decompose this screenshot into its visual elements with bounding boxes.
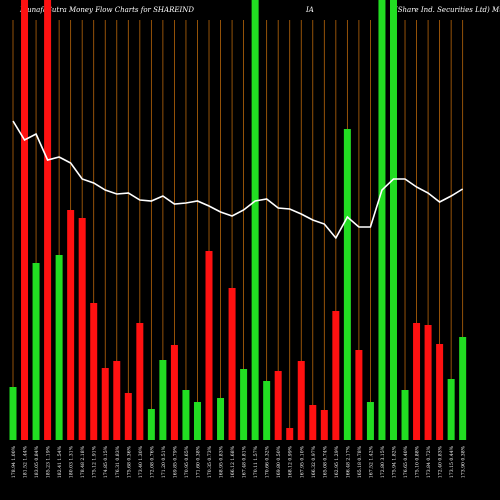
x-tick-label: 171.20 0.51% xyxy=(161,445,167,478)
x-tick-label: 183.05 0.84% xyxy=(34,445,40,478)
x-tick-label: 176.65 0.40% xyxy=(403,445,409,478)
x-tick-label: 178.94 1.00% xyxy=(11,445,17,478)
bar xyxy=(263,381,271,440)
bar xyxy=(21,0,29,440)
x-tick-label: 168.12 0.99% xyxy=(288,445,294,478)
bar xyxy=(332,311,340,440)
chart-title: MunafaSutra Money Flow Charts for SHAREI… xyxy=(19,6,194,14)
x-tick-label: 173.40 1.30% xyxy=(138,445,144,478)
x-tick-label: 175.68 0.36% xyxy=(126,445,132,478)
bar xyxy=(297,361,305,440)
bar xyxy=(44,0,52,440)
x-tick-label: 162.95 1.29% xyxy=(334,445,340,478)
bar xyxy=(101,368,109,440)
x-tick-label: 166.12 1.68% xyxy=(230,445,236,478)
bar xyxy=(32,263,40,440)
x-tick-label: 168.95 0.83% xyxy=(219,445,225,478)
x-tick-label: 169.85 0.79% xyxy=(172,445,178,478)
bar xyxy=(401,390,409,440)
bar xyxy=(170,345,178,440)
bar xyxy=(378,0,386,440)
bar xyxy=(9,387,17,440)
bar xyxy=(159,360,167,440)
x-tick-label: 175.12 1.91% xyxy=(92,445,98,478)
bar xyxy=(459,337,467,440)
money-flow-line xyxy=(12,120,464,240)
x-tick-label: 176.31 0.83% xyxy=(115,445,121,478)
bar xyxy=(424,325,432,440)
x-tick-label: 175.10 0.88% xyxy=(415,445,421,478)
bar xyxy=(447,379,455,440)
x-tick-label: 171.60 0.38% xyxy=(195,445,201,478)
bar xyxy=(78,218,86,440)
bar xyxy=(436,344,444,440)
bar xyxy=(193,402,201,440)
x-tick-label: 172.40 0.83% xyxy=(438,445,444,478)
x-tick-label: 173.90 0.38% xyxy=(461,445,467,478)
bar xyxy=(343,129,351,440)
x-tick-label: 169.80 0.50% xyxy=(276,445,282,478)
bar xyxy=(389,0,397,440)
bar xyxy=(217,398,225,440)
chart-title: IA xyxy=(305,6,314,14)
x-tick-label: 170.11 1.57% xyxy=(253,445,259,478)
x-tick-label: 170.66 0.32% xyxy=(265,445,271,478)
x-tick-label: 167.48 0.81% xyxy=(242,445,248,478)
bar xyxy=(309,405,317,440)
bar xyxy=(240,369,248,440)
bar xyxy=(182,390,190,440)
bar xyxy=(90,303,98,440)
bar xyxy=(286,428,294,440)
bar xyxy=(147,409,155,440)
chart-title: (Share Ind. Securities Ltd) MunafaSutra.… xyxy=(395,6,500,14)
bar xyxy=(205,251,213,440)
bar xyxy=(274,371,282,440)
x-tick-label: 175.94 1.82% xyxy=(391,445,397,478)
bar xyxy=(55,255,63,440)
x-tick-label: 173.15 0.44% xyxy=(449,445,455,478)
x-tick-label: 170.95 0.65% xyxy=(184,445,190,478)
bar xyxy=(251,0,259,440)
x-tick-label: 172.80 3.15% xyxy=(380,445,386,478)
bar xyxy=(113,361,121,440)
bar xyxy=(366,402,374,440)
bar xyxy=(320,410,328,440)
bar xyxy=(67,210,75,440)
bar xyxy=(124,393,132,440)
x-tick-label: 165.18 0.78% xyxy=(357,445,363,478)
x-tick-label: 178.48 2.18% xyxy=(80,445,86,478)
x-tick-label: 180.03 1.31% xyxy=(69,445,75,478)
x-tick-label: 166.32 0.97% xyxy=(311,445,317,478)
x-tick-label: 172.08 0.76% xyxy=(149,445,155,478)
x-tick-label: 165.08 0.74% xyxy=(322,445,328,478)
x-tick-label: 170.35 0.73% xyxy=(207,445,213,478)
x-tick-label: 174.85 0.15% xyxy=(103,445,109,478)
x-tick-label: 182.41 1.54% xyxy=(57,445,63,478)
bar xyxy=(413,323,421,440)
x-tick-label: 173.84 0.72% xyxy=(426,445,432,478)
bar xyxy=(136,323,144,440)
x-tick-label: 185.23 1.19% xyxy=(46,445,52,478)
bar xyxy=(355,350,363,440)
x-tick-label: 181.52 1.44% xyxy=(23,445,29,478)
x-tick-label: 167.52 1.42% xyxy=(368,445,374,478)
x-tick-label: 166.48 2.17% xyxy=(345,445,351,478)
bar xyxy=(228,288,236,440)
x-tick-label: 167.95 0.10% xyxy=(299,445,305,478)
